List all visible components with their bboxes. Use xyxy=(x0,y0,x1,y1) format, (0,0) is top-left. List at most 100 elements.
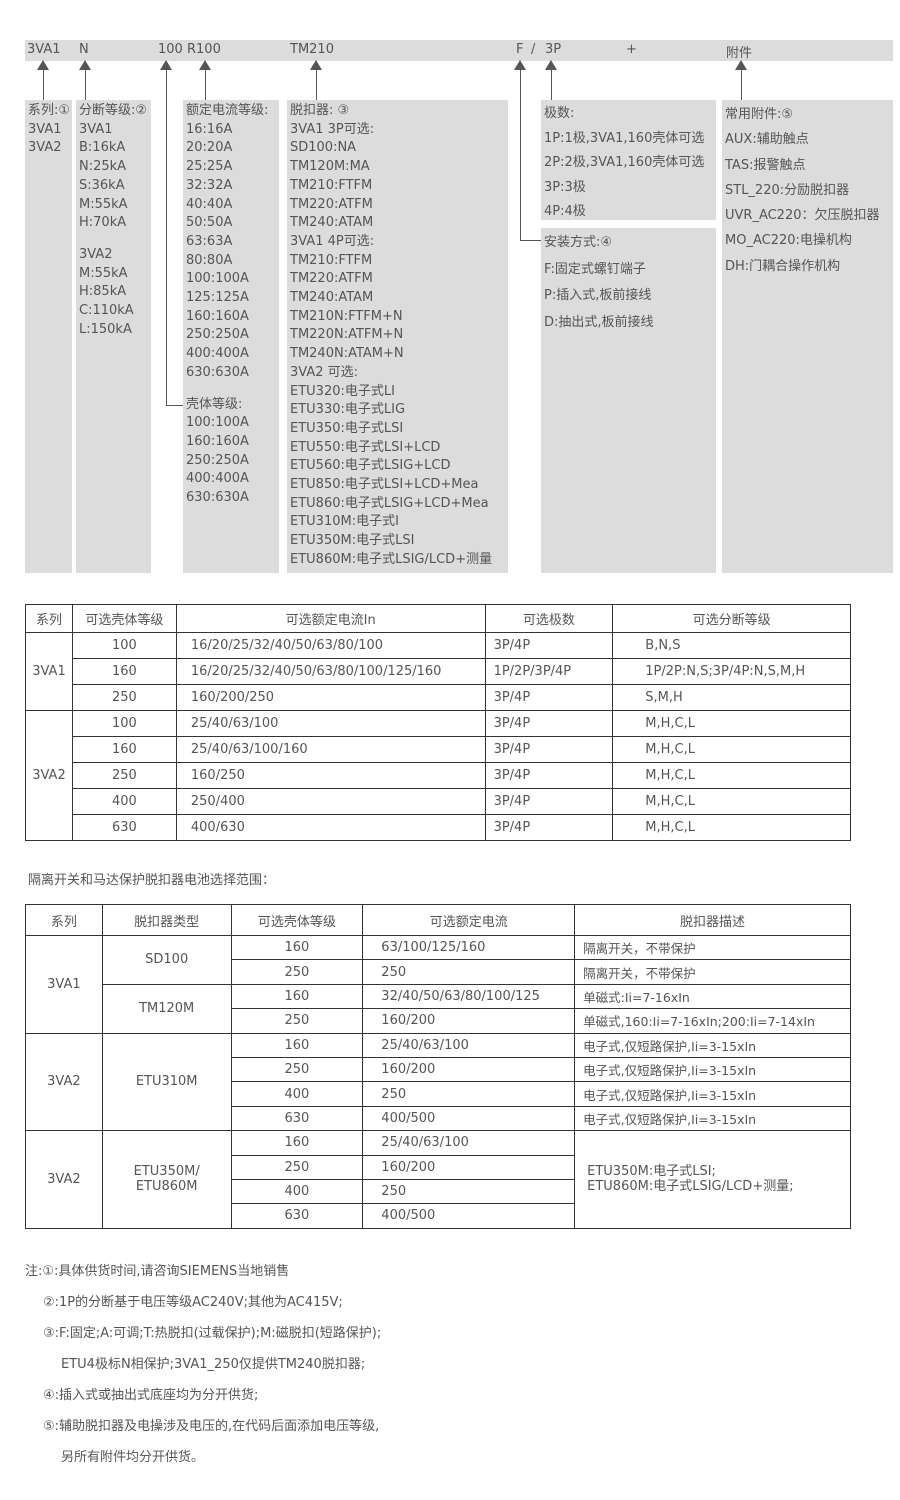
footnote: ②:1P的分断基于电压等级AC240V;其他为AC415V; xyxy=(43,1295,343,1310)
arrow-head-icon xyxy=(37,60,49,70)
connector-line xyxy=(166,70,167,405)
table-cell: 160 xyxy=(230,934,364,961)
box-line: 3VA1 xyxy=(79,121,113,137)
box-line: 160:160A xyxy=(186,433,249,449)
connector-line xyxy=(520,240,541,241)
box-line: 400:400A xyxy=(186,471,249,487)
footnote: ETU4极标N相保护;3VA1_250仅提供TM240脱扣器; xyxy=(61,1357,366,1372)
arrow-head-icon xyxy=(199,60,211,70)
box-line: 80:80A xyxy=(186,252,233,268)
footnote: 另所有附件均分开供货。 xyxy=(61,1450,205,1465)
box-line: 125:125A xyxy=(186,290,249,306)
poles-box: 极数: 1P:1极,3VA1,160壳体可选 2P:2极,3VA1,160壳体可选 3… xyxy=(541,100,716,220)
table-cell: 400 xyxy=(230,1178,364,1205)
box-line: 100:100A xyxy=(186,415,249,431)
code-slash: / xyxy=(531,42,536,57)
table-row: 630 400/500 xyxy=(26,1203,851,1229)
description-cell: ETU350M:电子式LSI; ETU860M:电子式LSIG/LCD+测量; xyxy=(574,1130,851,1229)
box-line: ETU860M:电子式LSIG/LCD+测量 xyxy=(290,551,493,567)
box-line: ETU320:电子式LI xyxy=(290,383,395,399)
table-cell: 400 xyxy=(230,1081,364,1107)
series-box: 系列:① 3VA1 3VA2 xyxy=(25,100,72,573)
box-line: F:固定式螺钉端子 xyxy=(544,261,646,277)
box-line: D:抽出式,板前接线 xyxy=(544,314,654,330)
table-row: 250 160/200 xyxy=(26,1154,851,1180)
box-line: 3VA1 3P可选: xyxy=(290,121,375,137)
column-header: 脱扣器类型 xyxy=(101,904,232,936)
box-line: M:55kA xyxy=(79,196,128,212)
table-cell: 400/500 xyxy=(362,1203,576,1229)
table-caption: 隔离开关和马达保护脱扣器电池选择范围： xyxy=(28,873,276,888)
box-heading: 安装方式:④ xyxy=(544,235,613,250)
table-row: 630 400/630 3P/4P M,H,C,L xyxy=(26,814,851,841)
box-line: C:110kA xyxy=(79,303,134,319)
order-code-bar xyxy=(25,40,893,61)
code-trip: TM210 xyxy=(290,42,334,57)
connector-line xyxy=(166,405,183,406)
table-cell: 160 xyxy=(71,736,177,763)
box-line: SD100:NA xyxy=(290,140,357,156)
footnote: 注:①:具体供货时间,请咨询SIEMENS当地销售 xyxy=(25,1264,290,1279)
code-frame: 100 xyxy=(158,42,183,57)
table-cell: 400 xyxy=(71,788,177,815)
table-cell: 单磁式,160:Ii=7-16xIn;200:Ii=7-14xIn xyxy=(574,1008,851,1034)
table-cell: 160 xyxy=(71,658,177,685)
box-line: 3VA1 xyxy=(28,121,62,137)
table-row: 630 400/500 电子式,仅短路保护,Ii=3-15xIn xyxy=(26,1105,851,1132)
box-line: P:插入式,板前接线 xyxy=(544,288,652,303)
connector-line xyxy=(741,70,742,100)
table-cell: B,N,S xyxy=(612,632,851,659)
table-cell: 3P/4P xyxy=(484,762,614,789)
series-cell: 3VA2 xyxy=(25,1130,103,1229)
trip-type-cell: TM120M xyxy=(101,983,232,1034)
footnote: ④:插入式或抽出式底座均为分开供货; xyxy=(43,1388,259,1403)
trip-unit-table: 系列 脱扣器类型 可选壳体等级 可选额定电流 脱扣器描述 3VA1 SD100 160 63/1… xyxy=(25,904,851,1229)
series-cell: 3VA1 xyxy=(25,935,103,1034)
table-cell: 630 xyxy=(230,1203,364,1229)
table-cell: 电子式,仅短路保护,Ii=3-15xIn xyxy=(574,1081,851,1107)
code-accessory: 附件 xyxy=(726,46,753,61)
code-breaking: N xyxy=(79,42,89,57)
box-line xyxy=(79,233,148,246)
table-cell: 250 xyxy=(230,1154,364,1180)
rated-box: 额定电流等级: 16:16A 20:20A 25:25A 32:32A 40:40A 50:… xyxy=(183,100,279,573)
table-cell: 电子式,仅短路保护,Ii=3-15xIn xyxy=(574,1032,851,1058)
trip-type-cell: ETU350M/ ETU860M xyxy=(101,1130,232,1229)
connector-line xyxy=(520,70,521,240)
box-line: TM240:ATAM xyxy=(290,215,374,231)
box-line: ETU350:电子式LSI xyxy=(290,420,404,436)
box-line: TM220:ATFM xyxy=(290,271,373,287)
table-row: 3VA2 ETU310M 160 25/40/63/100 电子式,仅短路保护,Ii=3… xyxy=(25,1032,851,1132)
box-line: 100:100A xyxy=(186,271,249,287)
table-cell: 250/400 xyxy=(175,788,486,815)
box-line: 400:400A xyxy=(186,346,249,362)
table-cell: 3P/4P xyxy=(484,814,614,841)
code-mount: F xyxy=(516,42,524,57)
box-heading: 分断等级:② xyxy=(79,103,148,118)
table-cell: 25/40/63/100 xyxy=(362,1130,576,1156)
column-header: 系列 xyxy=(25,904,103,936)
table-cell: 隔离开关，不带保护 xyxy=(574,934,851,961)
table-cell: 16/20/25/32/40/50/63/80/100 xyxy=(175,632,486,659)
table-row: 250 160/200 电子式,仅短路保护,Ii=3-15xIn xyxy=(26,1056,851,1083)
selection-table: 系列 可选壳体等级 可选额定电流In 可选极数 可选分断等级 3VA1 100 16/20/2… xyxy=(25,604,851,841)
series-cell: 3VA1 xyxy=(25,632,73,711)
box-line: 3VA2 xyxy=(28,140,62,156)
box-line: AUX:辅助触点 xyxy=(725,132,809,148)
table-cell: 3P/4P xyxy=(484,632,614,659)
box-line: TM120M:MA xyxy=(290,159,370,175)
box-line: TM240N:ATAM+N xyxy=(290,346,404,362)
table-cell: 电子式,仅短路保护,Ii=3-15xIn xyxy=(574,1105,851,1132)
table-cell: 25/40/63/100 xyxy=(362,1032,576,1058)
trip-type-cell: SD100 xyxy=(101,935,232,985)
table-cell: S,M,H xyxy=(612,684,851,711)
box-line: 63:63A xyxy=(186,233,233,249)
table-row: 3VA1 SD100 160 63/100/125/160 隔离开关，不带保护 xyxy=(25,934,851,1034)
box-line: 16:16A xyxy=(186,121,233,137)
box-line: UVR_AC220：欠压脱扣器 xyxy=(725,208,880,224)
box-heading: 脱扣器: ③ xyxy=(290,103,350,118)
box-line: TM210:FTFM xyxy=(290,177,373,193)
box-line: 2P:2极,3VA1,160壳体可选 xyxy=(544,155,705,170)
table-cell: 16/20/25/32/40/50/63/80/100/125/160 xyxy=(175,658,486,685)
code-series: 3VA1 xyxy=(27,42,61,57)
